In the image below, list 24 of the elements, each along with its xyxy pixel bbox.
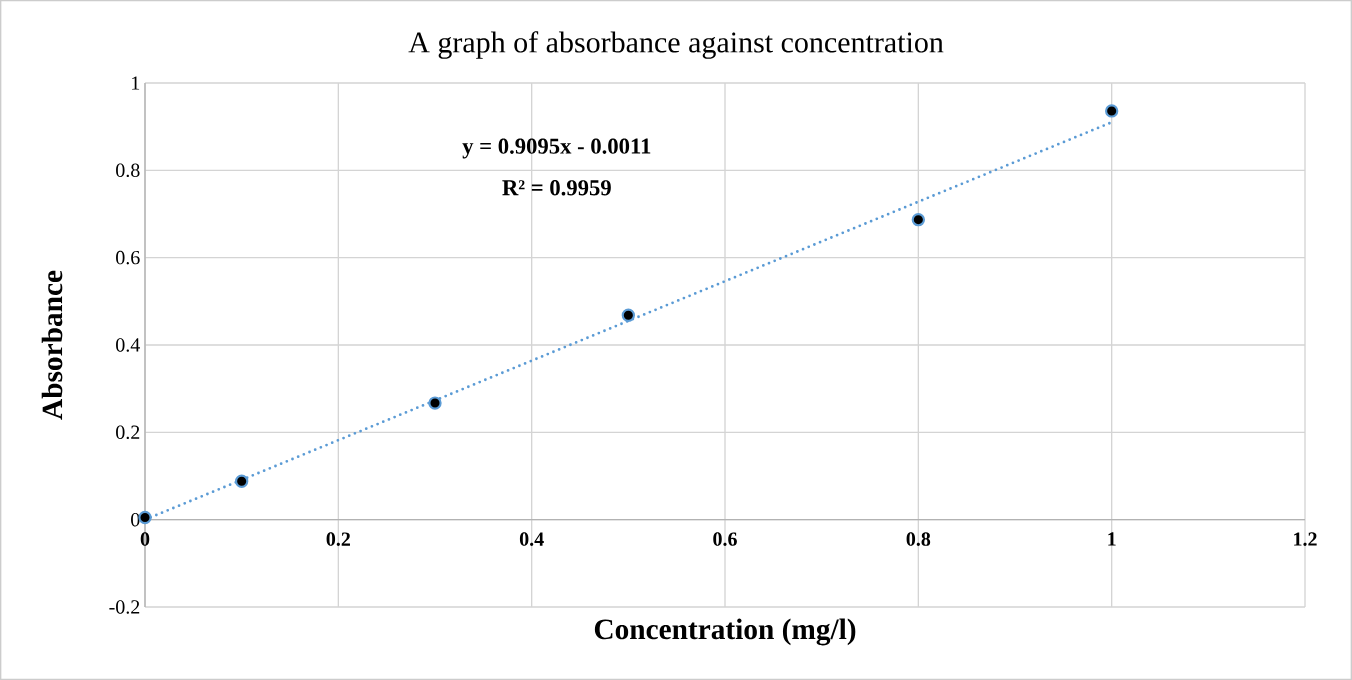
x-tick-label: 0 (140, 532, 150, 546)
point (428, 396, 442, 410)
y-tick-label: 0.4 (116, 338, 140, 352)
y-axis-title: Absorbance (41, 270, 63, 420)
point (911, 212, 926, 227)
x-tick-label: 1.2 (1294, 532, 1317, 546)
y-tick-label: 0.2 (116, 425, 140, 440)
x-tick-label: 0.4 (519, 532, 544, 546)
x-tick-label: 1 (1108, 532, 1116, 546)
y-tick-label: 0.8 (116, 163, 140, 178)
point (235, 474, 249, 488)
annotation: y = 0.9095x - 0.0011 (462, 138, 651, 159)
x-axis-title: Concentration (mg/l) (594, 618, 856, 646)
y-tick-label: 1 (132, 76, 140, 90)
y-tick-label: -0.2 (109, 600, 140, 614)
annotation: R² = 0.9959 (502, 180, 611, 196)
y-tick-label: 0.6 (116, 250, 140, 265)
point (621, 308, 636, 322)
point (1105, 104, 1119, 118)
x-tick-label: 0.6 (713, 532, 737, 546)
x-tick-label: 0.8 (906, 532, 931, 546)
x-tick-label: 0.2 (326, 532, 350, 546)
chart-title: A graph of absorbance against concentration (408, 31, 944, 59)
y-tick-label: 0 (131, 512, 140, 527)
